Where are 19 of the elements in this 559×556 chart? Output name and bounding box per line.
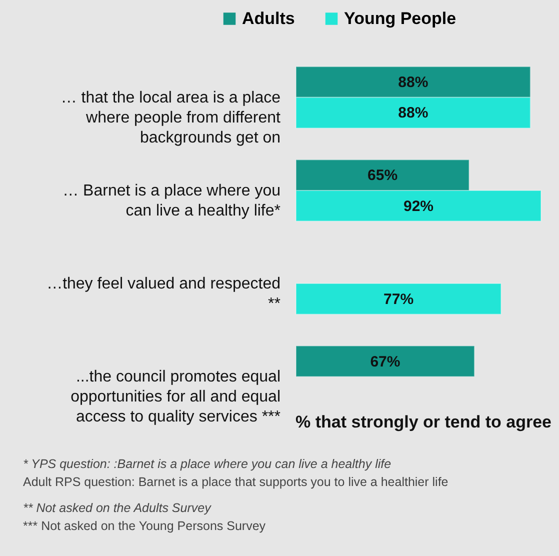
- text: Adult RPS question: Barnet is a place that supports you to live a healthier life: [23, 475, 448, 489]
- bar: [296, 345, 475, 378]
- bar: [296, 283, 502, 315]
- data-label: 88%: [398, 74, 428, 92]
- text: ** Not asked on the Adults Survey: [23, 501, 212, 515]
- x-axis-title: % that strongly or tend to agree: [296, 412, 552, 432]
- legend-label: Young People: [344, 8, 456, 28]
- data-label: 77%: [384, 290, 414, 308]
- y-tick-label: …they feel valued and respected **: [46, 276, 280, 313]
- data-label: 65%: [368, 167, 398, 184]
- text: * YPS question: :Barnet is a place where you can live a healthy life: [23, 457, 392, 471]
- y-tick-label: ...the council promotes equal opportunities for all and equal access to quality services ***: [70, 368, 280, 426]
- y-tick-label: … that the local area is a place where people from different backgrounds get on: [60, 89, 282, 146]
- y-tick-label: … Barnet is a place where you can live a healthy life*: [62, 182, 280, 220]
- data-label: 67%: [370, 353, 400, 370]
- legend-label: Adults: [242, 8, 295, 28]
- data-label: 92%: [403, 198, 434, 215]
- text: *** Not asked on the Young Persons Survey: [23, 519, 266, 533]
- data-label: 88%: [398, 104, 428, 122]
